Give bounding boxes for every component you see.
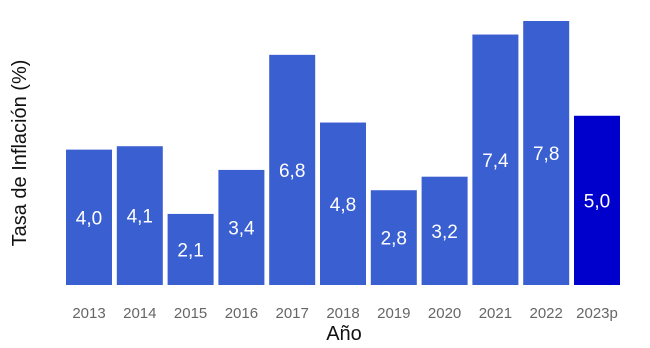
x-tick-2013: 2013 xyxy=(72,305,105,322)
value-label-2013: 4,0 xyxy=(76,208,102,229)
x-tick-2019: 2019 xyxy=(377,305,410,322)
x-tick-2016: 2016 xyxy=(225,305,258,322)
bar-2019 xyxy=(370,190,417,285)
y-axis-title: Tasa de Inflación (%) xyxy=(9,60,31,247)
x-tick-labels: 2013 2014 2015 2016 2017 2018 2019 2020 2021 2022… xyxy=(72,305,618,322)
bar-2015 xyxy=(167,213,214,285)
value-label-2017: 6,8 xyxy=(279,161,305,182)
x-tick-2015: 2015 xyxy=(174,305,207,322)
bar-2014 xyxy=(116,146,163,285)
bar-2017 xyxy=(269,54,316,285)
value-label-2014: 4,1 xyxy=(127,207,153,228)
value-label-2016: 3,4 xyxy=(228,218,255,239)
bar-2013 xyxy=(66,149,112,285)
value-label-2021: 7,4 xyxy=(482,151,509,172)
x-tick-2017: 2017 xyxy=(276,305,309,322)
x-tick-2021: 2021 xyxy=(479,305,512,322)
value-label-2020: 3,2 xyxy=(431,222,457,243)
x-axis-title: Año xyxy=(326,323,362,343)
x-tick-2018: 2018 xyxy=(326,305,359,322)
value-label-2019: 2,8 xyxy=(381,229,407,250)
x-tick-2022: 2022 xyxy=(530,305,563,322)
bars-layer xyxy=(66,21,620,286)
bar-2018 xyxy=(320,122,366,285)
x-tick-2023p: 2023p xyxy=(576,305,618,322)
bar-2021 xyxy=(472,34,519,285)
x-tick-2014: 2014 xyxy=(123,305,156,322)
value-label-2015: 2,1 xyxy=(177,240,203,261)
value-labels-layer: 4,0 4,1 2,1 3,4 6,8 4,8 2,8 3,2 7,4 7,8 5,0 xyxy=(76,144,610,261)
value-label-2022: 7,8 xyxy=(533,144,559,165)
value-label-2018: 4,8 xyxy=(330,195,356,216)
bar-2022 xyxy=(523,21,570,285)
bar-2020 xyxy=(421,176,468,285)
value-label-2023p: 5,0 xyxy=(584,191,610,212)
x-tick-2020: 2020 xyxy=(428,305,461,322)
bar-2016 xyxy=(218,169,265,285)
bar-2023p xyxy=(574,115,620,286)
